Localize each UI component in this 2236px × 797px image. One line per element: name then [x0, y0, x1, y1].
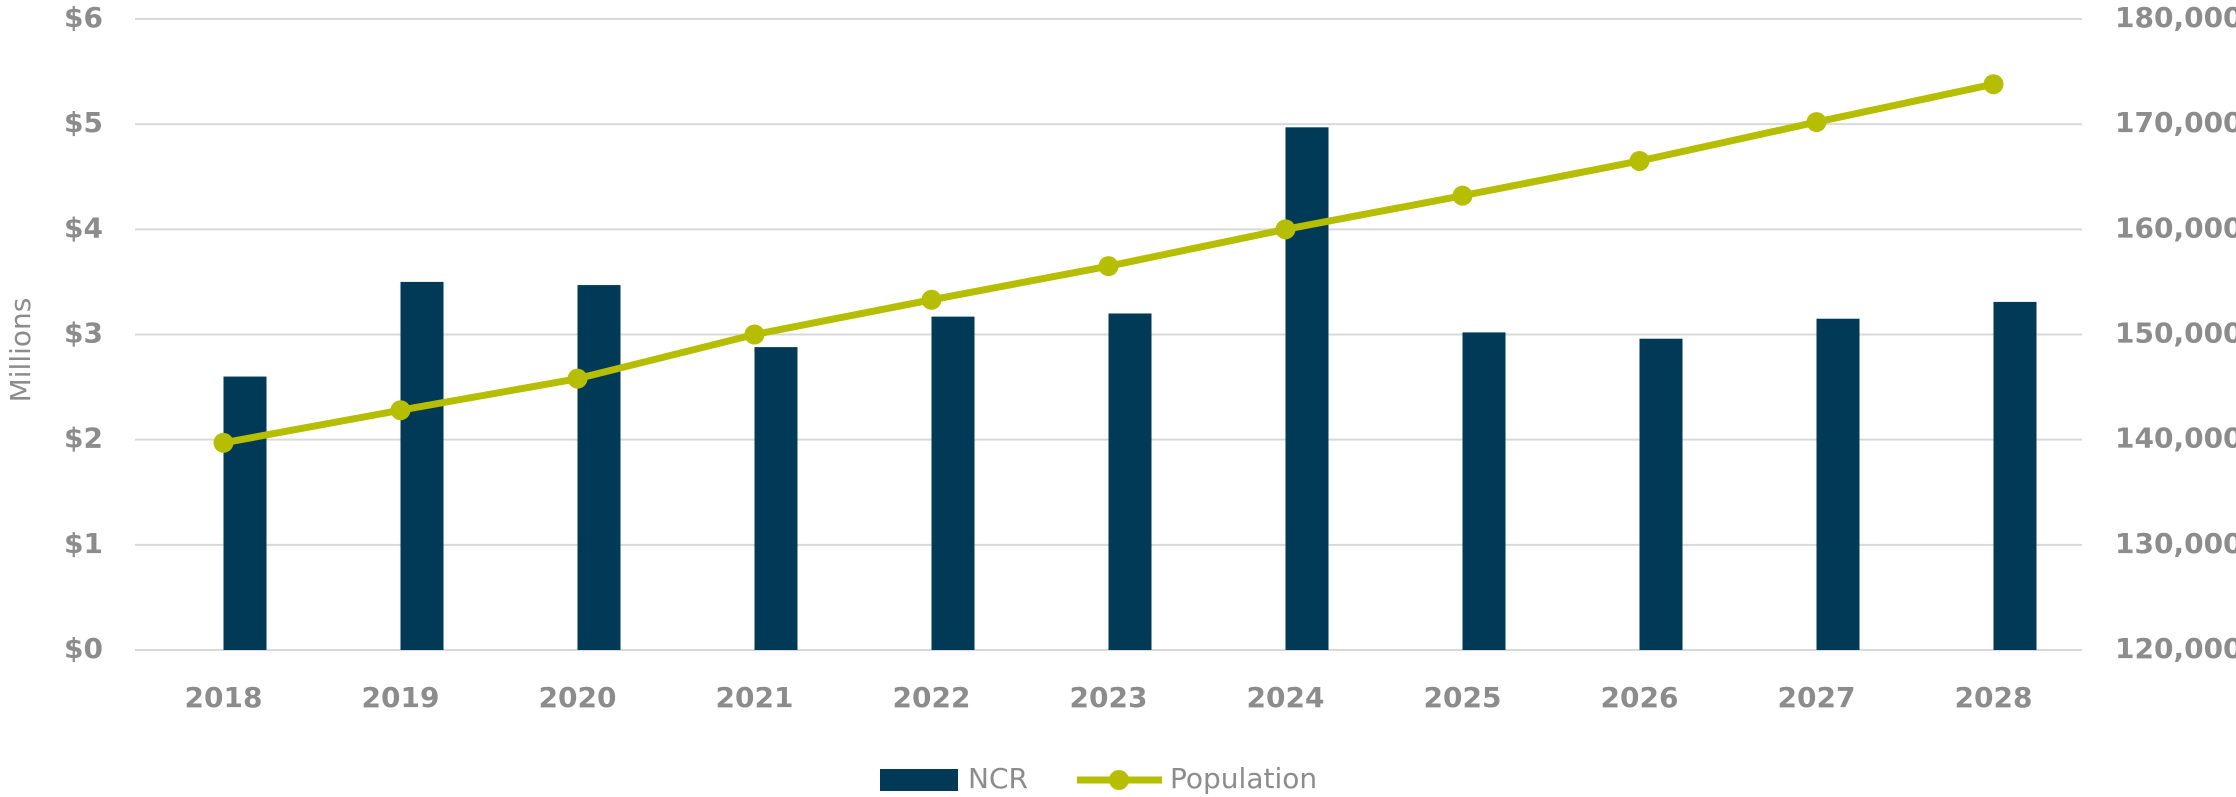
y2-tick-label: 140,000	[2115, 422, 2236, 455]
x-tick-label: 2022	[893, 681, 971, 714]
line-marker	[1098, 256, 1119, 277]
bar	[1462, 332, 1506, 650]
x-tick-label: 2025	[1424, 681, 1502, 714]
x-tick-label: 2023	[1070, 681, 1148, 714]
bar	[931, 316, 975, 650]
bar	[1639, 338, 1683, 650]
legend-label: Population	[1170, 762, 1317, 795]
legend-label: NCR	[968, 762, 1028, 795]
line-marker	[1452, 185, 1473, 206]
y2-tick-label: 180,000	[2115, 1, 2236, 34]
x-tick-label: 2020	[539, 681, 617, 714]
bar	[1993, 301, 2037, 650]
y-tick-label: $2	[64, 422, 103, 455]
x-tick-label: 2027	[1778, 681, 1856, 714]
bar	[577, 285, 621, 650]
y2-tick-label: 130,000	[2115, 527, 2236, 560]
y-tick-label: $0	[64, 632, 103, 665]
y-tick-label: $6	[64, 1, 103, 34]
y2-tick-label: 160,000	[2115, 211, 2236, 244]
bar	[223, 376, 267, 650]
line-marker	[1629, 150, 1650, 171]
line-marker	[1806, 112, 1827, 133]
line-marker	[213, 432, 234, 453]
y-tick-label: $4	[64, 211, 103, 244]
legend-marker	[1109, 770, 1129, 790]
y2-tick-label: 170,000	[2115, 106, 2236, 139]
bar	[1108, 313, 1152, 650]
y2-tick-label: 120,000	[2115, 632, 2236, 665]
y-tick-label: $1	[64, 527, 103, 560]
y-tick-label: $3	[64, 317, 103, 350]
y-axis-label: Millions	[4, 298, 37, 403]
legend-swatch	[880, 769, 958, 791]
x-tick-label: 2019	[362, 681, 440, 714]
line-marker	[744, 324, 765, 345]
bar	[1816, 318, 1860, 650]
x-tick-label: 2024	[1247, 681, 1325, 714]
bar	[400, 281, 444, 650]
y-tick-label: $5	[64, 106, 103, 139]
x-tick-label: 2018	[185, 681, 263, 714]
line-marker	[390, 400, 411, 421]
x-tick-label: 2028	[1955, 681, 2033, 714]
line-marker	[567, 368, 588, 389]
x-tick-label: 2021	[716, 681, 794, 714]
y2-tick-label: 150,000	[2115, 317, 2236, 350]
line-marker	[921, 289, 942, 310]
bar	[754, 347, 798, 650]
x-tick-label: 2026	[1601, 681, 1679, 714]
line-marker	[1983, 74, 2004, 95]
line-marker	[1275, 219, 1296, 240]
bar	[1285, 127, 1329, 651]
